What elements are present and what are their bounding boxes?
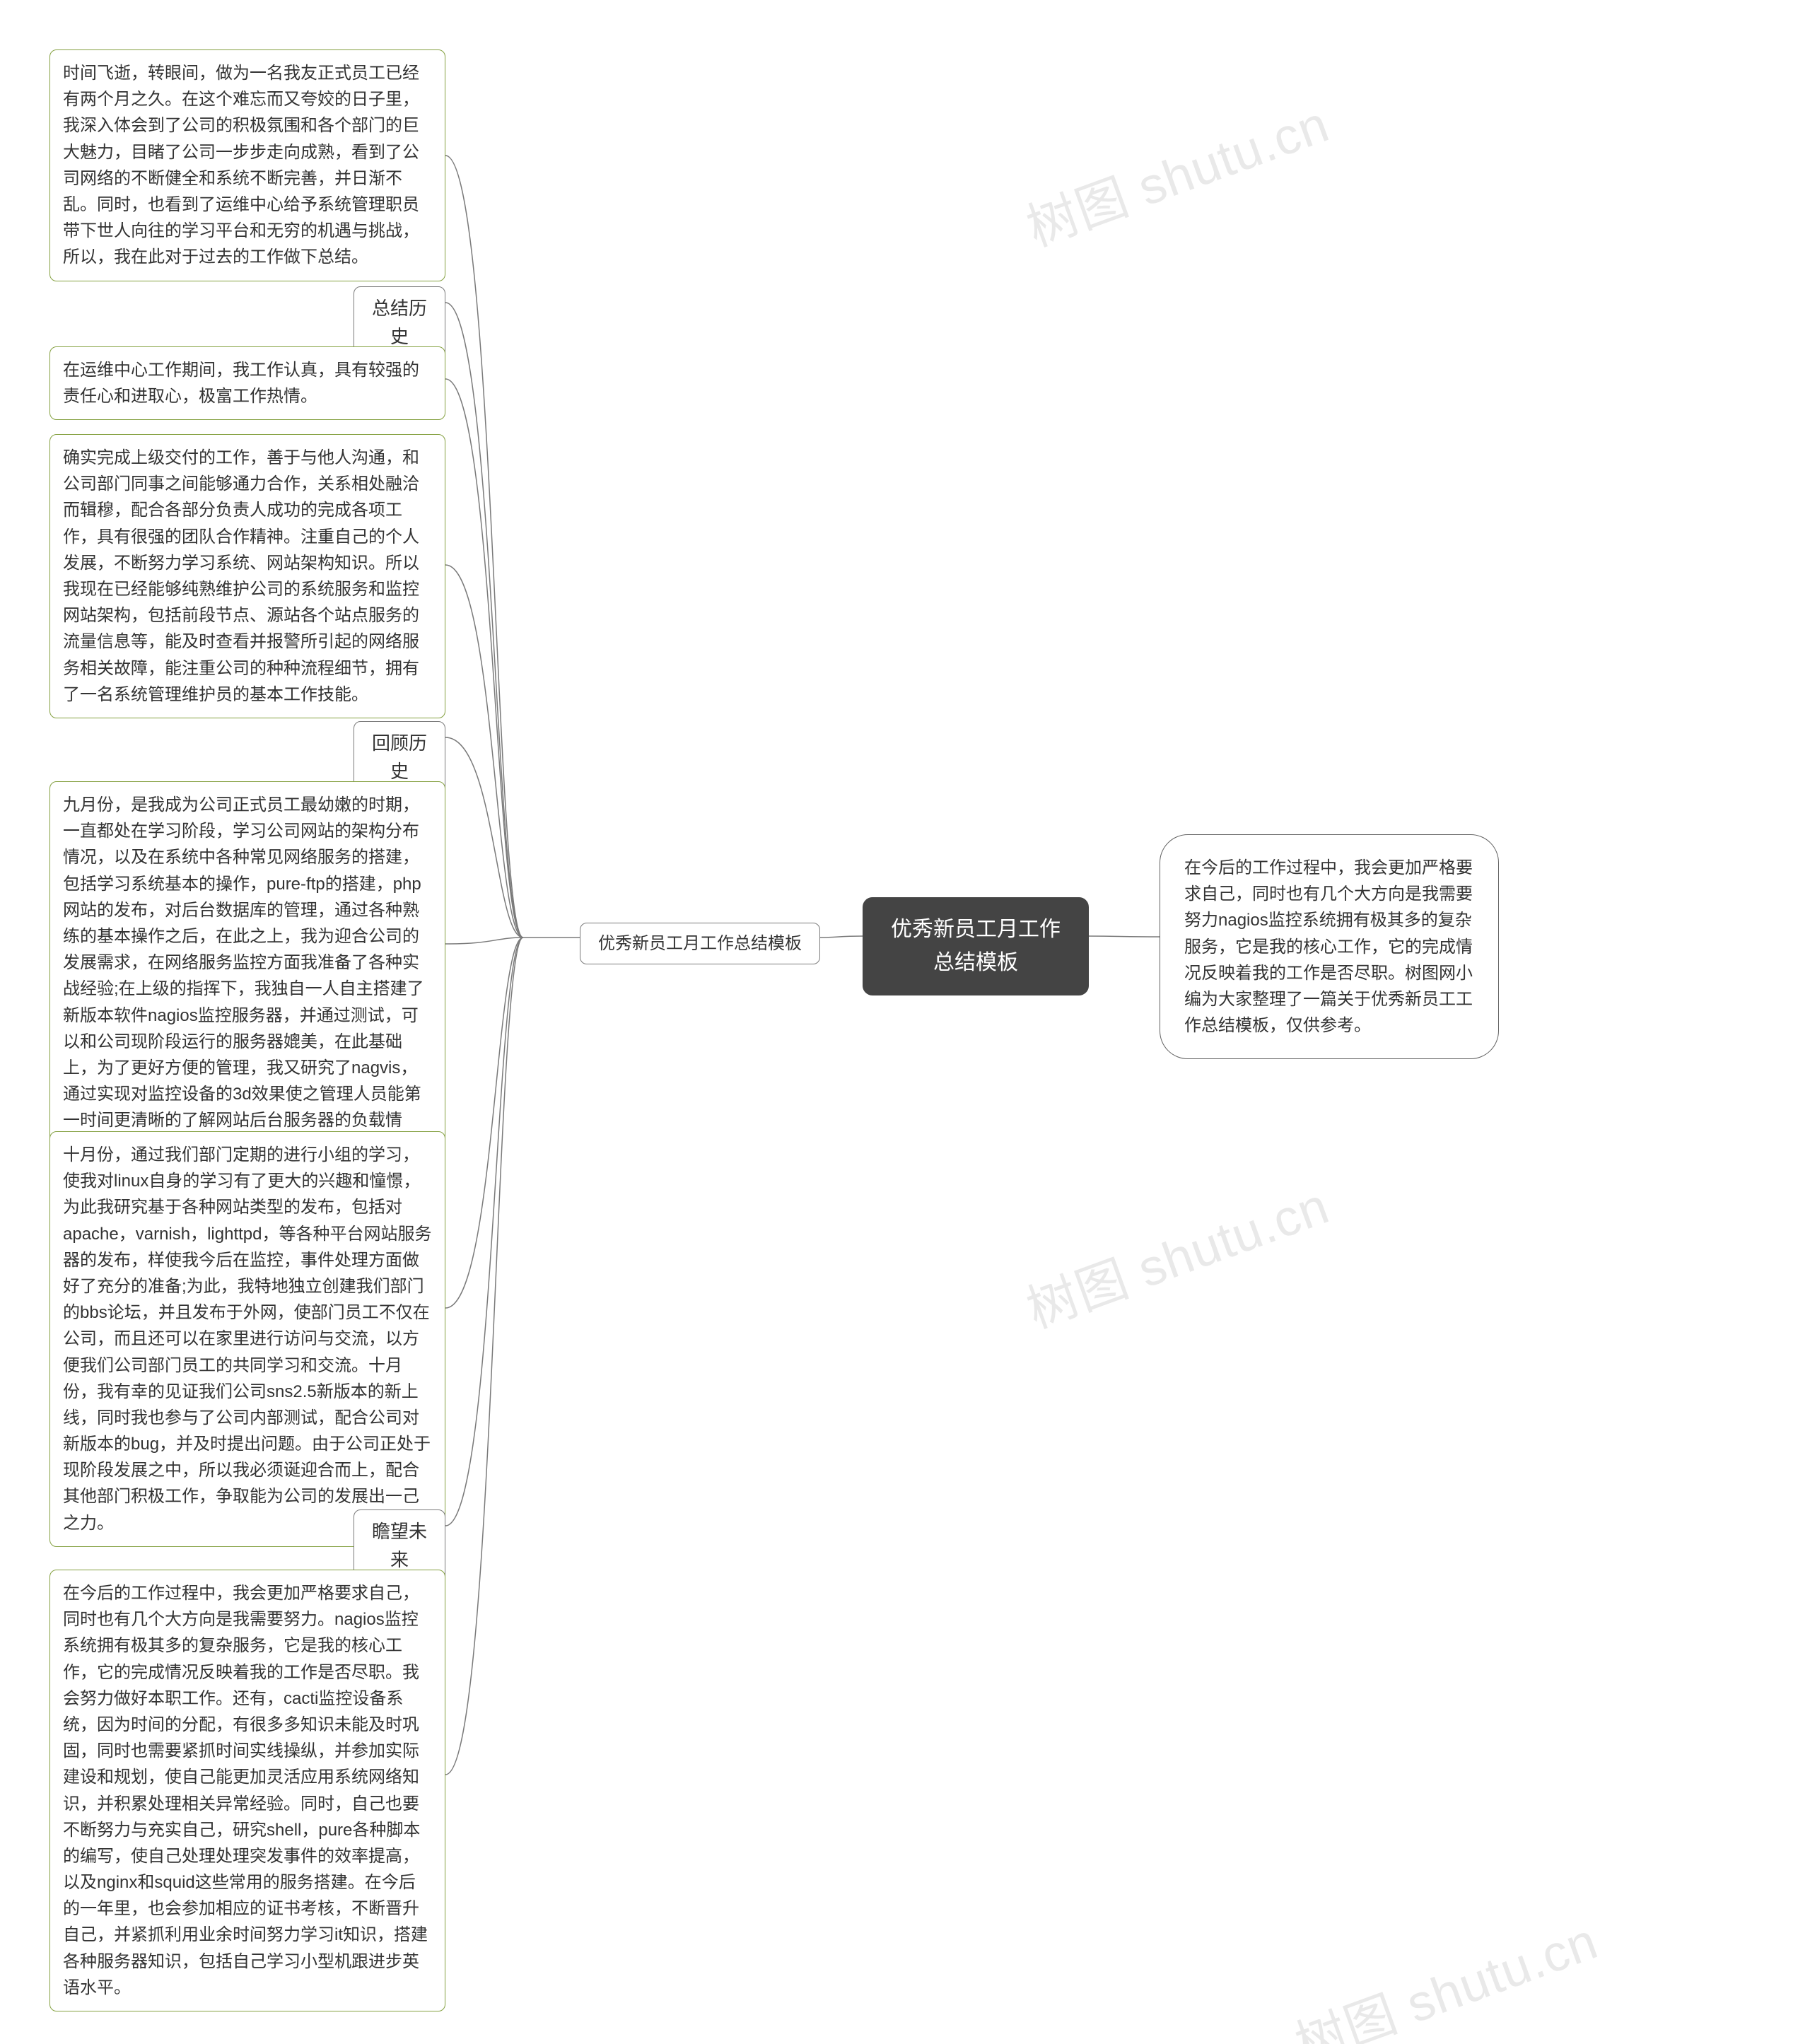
right-summary-node: 在今后的工作过程中，我会更加严格要求自己，同时也有几个大方向是我需要努力nagi… bbox=[1160, 834, 1499, 1059]
diagram-canvas: 树图 shutu.cn 树图 shutu.cn 树图 shutu.cn 树图 s… bbox=[0, 0, 1810, 2044]
section-body: 十月份，通过我们部门定期的进行小组的学习，使我对linux自身的学习有了更大的兴… bbox=[49, 1131, 445, 1547]
left-hub-node: 优秀新员工月工作总结模板 bbox=[580, 923, 820, 964]
watermark: 树图 shutu.cn bbox=[1015, 83, 1338, 261]
section-body: 在今后的工作过程中，我会更加严格要求自己，同时也有几个大方向是我需要努力。nag… bbox=[49, 1570, 445, 2011]
section-body: 时间飞逝，转眼间，做为一名我友正式员工已经有两个月之久。在这个难忘而又夸姣的日子… bbox=[49, 49, 445, 281]
section-body: 在运维中心工作期间，我工作认真，具有较强的责任心和进取心，极富工作热情。 bbox=[49, 346, 445, 420]
central-node: 优秀新员工月工作总结模板 bbox=[863, 897, 1089, 995]
section-body: 确实完成上级交付的工作，善于与他人沟通，和公司部门同事之间能够通力合作，关系相处… bbox=[49, 434, 445, 718]
watermark: 树图 shutu.cn bbox=[1015, 1164, 1338, 1343]
watermark: 树图 shutu.cn bbox=[1284, 1900, 1606, 2044]
section-body: 九月份，是我成为公司正式员工最幼嫩的时期，一直都处在学习阶段，学习公司网站的架构… bbox=[49, 781, 445, 1171]
